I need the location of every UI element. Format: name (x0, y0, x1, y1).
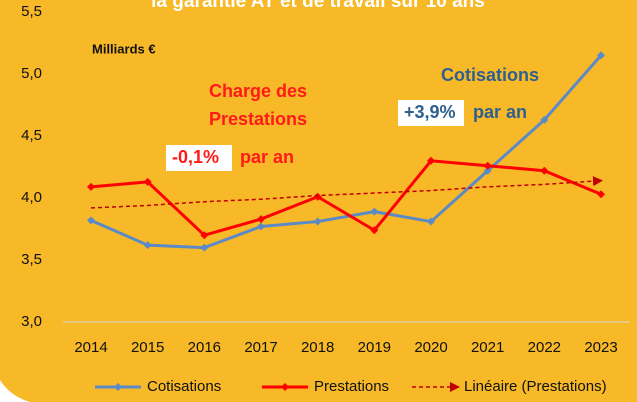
x-tick-label: 2023 (584, 339, 617, 356)
point-marker (540, 166, 549, 175)
y-tick-label: 3,0 (21, 313, 42, 330)
y-tick-label: 5,5 (21, 3, 42, 20)
x-tick-label: 2015 (131, 339, 164, 356)
x-tick-label: 2022 (528, 339, 561, 356)
point-marker (200, 243, 209, 252)
annotation: Prestations (209, 109, 307, 129)
x-tick-label: 2017 (244, 339, 277, 356)
legend-label: Linéaire (Prestations) (464, 378, 607, 395)
point-marker (313, 192, 322, 201)
legend-item: Linéaire (Prestations) (412, 378, 607, 395)
corner-decoration (0, 380, 30, 402)
x-tick-label: 2016 (188, 339, 221, 356)
point-marker (427, 217, 435, 226)
x-tick-label: 2014 (74, 339, 107, 356)
point-marker (143, 241, 152, 250)
legend-item: Cotisations (95, 378, 221, 395)
point-marker (427, 156, 435, 165)
point-marker (87, 182, 95, 191)
y-tick-label: 4,5 (21, 127, 42, 144)
x-tick-label: 2019 (358, 339, 391, 356)
x-tick-label: 2020 (414, 339, 447, 356)
point-marker (597, 190, 605, 199)
annotation: Charge des (209, 81, 307, 101)
annotation-box (398, 100, 464, 126)
point-marker (257, 222, 265, 231)
y-tick-label: 4,0 (21, 189, 42, 206)
annotation: Milliards € (92, 41, 156, 56)
legend-marker (281, 383, 289, 391)
series-line (90, 176, 603, 209)
point-marker (370, 226, 379, 235)
point-marker (87, 216, 95, 225)
annotation: Cotisations (441, 65, 539, 85)
point-marker (483, 161, 492, 170)
annotation: -0,1% (172, 147, 219, 167)
x-tick-label: 2018 (301, 339, 334, 356)
annotation: par an (240, 147, 294, 167)
point-marker (143, 177, 152, 186)
legend-marker (114, 383, 122, 391)
chart-title: la garantie AT et de travail sur 10 ans (151, 0, 485, 12)
point-marker (313, 217, 322, 226)
legend-label: Prestations (314, 378, 389, 395)
legend-label: Cotisations (147, 378, 221, 395)
point-marker (257, 215, 265, 224)
y-tick-label: 5,0 (21, 65, 42, 82)
annotation: +3,9% (404, 102, 456, 122)
annotation-box (166, 145, 232, 171)
annotation: par an (473, 102, 527, 122)
y-tick-label: 3,5 (21, 251, 42, 268)
x-tick-label: 2021 (471, 339, 504, 356)
point-marker (200, 231, 209, 240)
point-marker (540, 115, 549, 124)
point-marker (370, 207, 379, 216)
series-line (90, 54, 603, 250)
point-marker (597, 51, 605, 60)
series-line (90, 159, 602, 237)
legend-item: Prestations (262, 378, 389, 395)
point-marker (483, 166, 492, 175)
